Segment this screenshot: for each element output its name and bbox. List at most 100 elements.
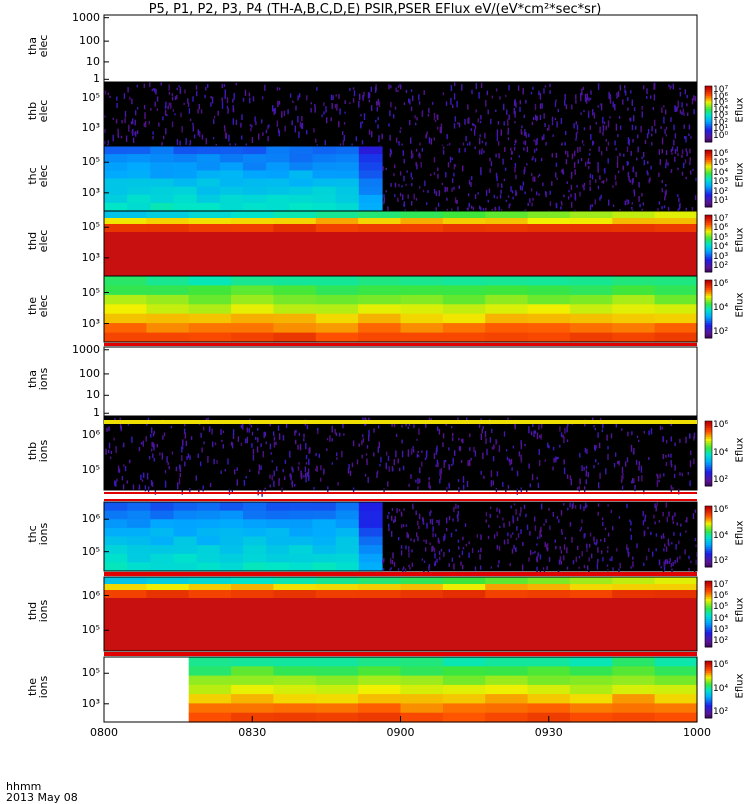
noise-pixel [520, 507, 522, 513]
noise-pixel [681, 171, 684, 176]
noise-pixel [617, 134, 619, 138]
noise-pixel [397, 458, 399, 464]
colorbar-segment [705, 687, 712, 690]
noise-pixel [298, 131, 300, 138]
colorbar-segment [705, 178, 712, 181]
noise-pixel [598, 442, 601, 449]
flux-cell [243, 502, 267, 512]
colorbar-segment [705, 150, 712, 153]
noise-pixel [587, 161, 589, 164]
noise-pixel [536, 191, 538, 196]
noise-pixel [415, 148, 418, 152]
noise-pixel [545, 519, 547, 523]
flux-cell [104, 218, 147, 224]
panel-tha-elec [103, 14, 698, 83]
noise-pixel [405, 89, 408, 93]
panel-frame [103, 501, 698, 572]
noise-pixel [393, 114, 395, 119]
noise-pixel [515, 139, 517, 144]
noise-pixel [240, 122, 242, 128]
flux-cell [289, 553, 314, 563]
noise-pixel [674, 156, 676, 162]
noise-pixel [650, 428, 653, 435]
noise-pixel [143, 122, 145, 127]
noise-pixel [599, 175, 601, 180]
noise-pixel [495, 88, 498, 92]
noise-pixel [552, 466, 554, 471]
flux-cell [173, 510, 198, 520]
colorbar-segment [705, 548, 712, 552]
noise-pixel [210, 96, 212, 99]
noise-pixel [692, 513, 695, 519]
noise-pixel [142, 440, 144, 447]
noise-pixel [323, 111, 325, 115]
noise-pixel [244, 89, 247, 96]
noise-pixel [616, 548, 618, 552]
noise-pixel [314, 106, 316, 113]
colorbar-segment [705, 332, 712, 335]
noise-pixel [516, 472, 519, 477]
noise-pixel [315, 452, 317, 457]
noise-pixel [368, 429, 370, 437]
colorbar-segment [705, 664, 712, 668]
flux-cell [188, 285, 232, 296]
colorbar-thc-ions [704, 505, 713, 568]
noise-pixel [528, 426, 530, 434]
colorbar-segment [705, 444, 712, 448]
noise-pixel [670, 562, 672, 568]
noise-pixel [583, 564, 586, 569]
noise-pixel [453, 506, 455, 513]
noise-pixel [504, 167, 507, 171]
colorbar-title: Eflux [734, 227, 746, 252]
flux-cell [312, 519, 337, 529]
noise-pixel [660, 126, 662, 129]
flux-cell [315, 313, 359, 324]
noise-pixel [574, 169, 576, 172]
colorbar-segment [705, 289, 712, 293]
noise-pixel [241, 135, 243, 140]
noise-pixel [163, 135, 165, 140]
noise-pixel [664, 196, 666, 201]
flux-cell [569, 276, 613, 286]
colorbar-segment [705, 540, 712, 544]
noise-pixel [496, 507, 498, 512]
colorbar-segment [705, 464, 712, 467]
flux-cell [527, 323, 571, 334]
noise-pixel [508, 204, 510, 209]
noise-pixel [306, 95, 308, 101]
noise-pixel [665, 189, 667, 195]
noise-pixel [250, 425, 253, 428]
noise-pixel [627, 171, 630, 178]
noise-pixel [421, 558, 424, 561]
noise-pixel [284, 125, 286, 132]
noise-pixel [405, 545, 407, 550]
noise-pixel [213, 115, 216, 119]
flux-cell [273, 285, 317, 296]
colorbar-the-ions [704, 660, 713, 719]
colorbar-segment [705, 514, 712, 517]
noise-pixel [514, 424, 516, 430]
noise-pixel [641, 193, 643, 197]
noise-pixel [531, 202, 533, 207]
noise-pixel [633, 447, 635, 455]
colorbar-tick-label: 10² [713, 261, 729, 271]
noise-pixel [269, 484, 271, 488]
flux-cell [654, 313, 698, 324]
noise-pixel [632, 556, 634, 560]
noise-pixel [663, 561, 665, 567]
noise-pixel [647, 128, 650, 135]
noise-pixel [602, 131, 604, 136]
noise-pixel [668, 511, 670, 517]
noise-pixel [684, 549, 686, 555]
noise-pixel [658, 559, 661, 566]
noise-pixel [536, 432, 539, 440]
noise-pixel [579, 478, 581, 485]
noise-pixel [455, 200, 458, 204]
noise-pixel [387, 455, 390, 461]
noise-pixel [558, 559, 561, 565]
noise-pixel [576, 124, 579, 131]
noise-pixel [283, 110, 286, 116]
noise-pixel [563, 194, 565, 198]
noise-pixel [411, 156, 413, 159]
noise-pixel [178, 85, 180, 88]
